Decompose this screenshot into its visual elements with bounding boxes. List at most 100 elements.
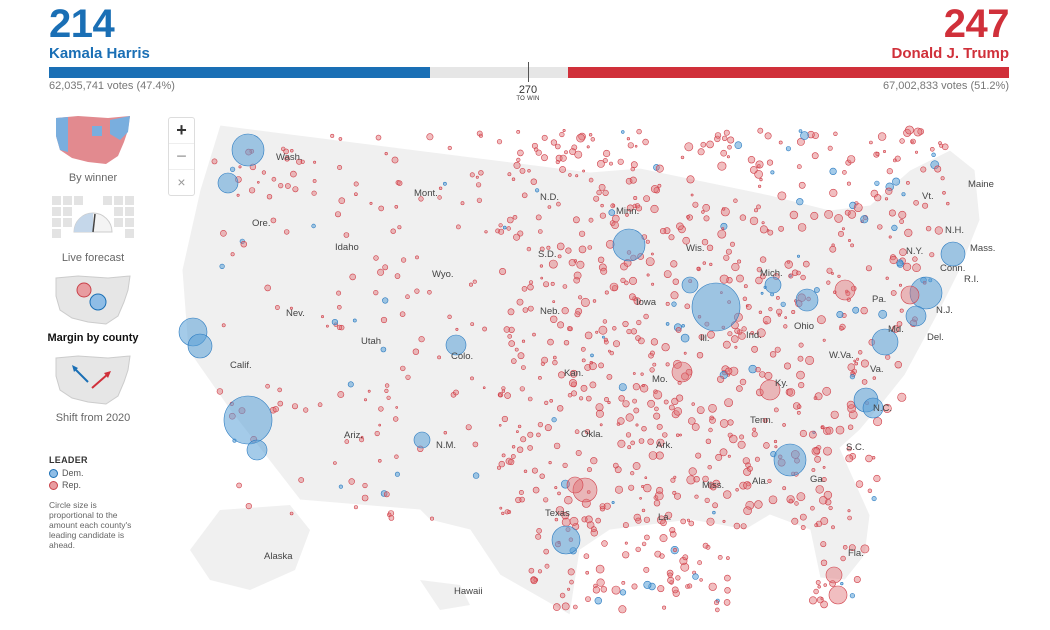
county-circle-rep[interactable] (789, 210, 799, 220)
county-circle-dem[interactable] (849, 374, 856, 380)
county-circle-rep[interactable] (649, 350, 655, 356)
county-circle-rep[interactable] (694, 494, 699, 499)
county-circle-rep[interactable] (692, 201, 699, 208)
county-circle-rep[interactable] (763, 442, 770, 449)
county-circle-rep[interactable] (743, 506, 752, 516)
county-circle-rep[interactable] (602, 189, 609, 196)
county-circle-rep[interactable] (527, 396, 533, 402)
county-circle-rep[interactable] (752, 427, 757, 432)
county-circle-rep[interactable] (394, 205, 399, 209)
county-circle-dem[interactable] (246, 439, 268, 461)
county-circle-rep[interactable] (680, 562, 690, 572)
county-circle-rep[interactable] (639, 496, 642, 500)
county-circle-rep[interactable] (512, 215, 518, 220)
county-circle-rep[interactable] (776, 308, 783, 315)
county-circle-rep[interactable] (569, 369, 578, 378)
county-circle-rep[interactable] (554, 517, 559, 522)
county-circle-rep[interactable] (766, 159, 774, 166)
county-circle-rep[interactable] (469, 172, 475, 178)
county-circle-dem[interactable] (680, 333, 690, 343)
county-circle-rep[interactable] (835, 425, 845, 435)
county-circle-rep[interactable] (277, 387, 282, 393)
county-circle-rep[interactable] (798, 342, 804, 348)
county-circle-rep[interactable] (625, 177, 633, 185)
county-circle-dem[interactable] (394, 471, 400, 477)
county-circle-rep[interactable] (603, 396, 609, 402)
county-circle-dem[interactable] (502, 225, 507, 230)
county-circle-rep[interactable] (285, 183, 291, 189)
county-circle-rep[interactable] (906, 181, 910, 185)
county-circle-rep[interactable] (888, 209, 896, 217)
county-circle-rep[interactable] (612, 326, 617, 331)
county-circle-rep[interactable] (738, 332, 746, 340)
county-circle-rep[interactable] (633, 297, 641, 305)
county-circle-dem[interactable] (800, 131, 809, 140)
county-circle-rep[interactable] (271, 176, 277, 182)
county-circle-dem[interactable] (712, 510, 716, 515)
county-circle-rep[interactable] (847, 239, 851, 243)
county-circle-rep[interactable] (796, 370, 805, 380)
county-circle-rep[interactable] (910, 138, 916, 145)
county-circle-rep[interactable] (743, 467, 752, 476)
county-circle-rep[interactable] (877, 224, 883, 230)
county-circle-rep[interactable] (869, 140, 873, 145)
county-circle-rep[interactable] (825, 426, 834, 435)
county-circle-rep[interactable] (684, 303, 691, 310)
county-circle-rep[interactable] (633, 407, 640, 414)
county-circle-rep[interactable] (912, 256, 918, 262)
county-circle-rep[interactable] (515, 430, 519, 434)
county-circle-rep[interactable] (395, 406, 398, 409)
county-circle-rep[interactable] (527, 445, 533, 451)
county-circle-rep[interactable] (815, 580, 821, 585)
county-circle-rep[interactable] (823, 583, 827, 587)
county-circle-rep[interactable] (857, 350, 863, 355)
county-circle-rep[interactable] (929, 252, 935, 258)
county-circle-rep[interactable] (298, 477, 305, 483)
county-circle-dem[interactable] (311, 223, 316, 229)
county-circle-rep[interactable] (593, 195, 600, 202)
county-circle-rep[interactable] (354, 192, 358, 196)
county-circle-rep[interactable] (380, 316, 388, 324)
county-circle-rep[interactable] (337, 164, 343, 170)
county-circle-rep[interactable] (688, 520, 695, 527)
county-circle-rep[interactable] (855, 480, 864, 488)
county-circle-rep[interactable] (842, 544, 848, 550)
county-circle-rep[interactable] (800, 525, 806, 530)
county-circle-rep[interactable] (817, 585, 821, 589)
county-circle-rep[interactable] (508, 326, 515, 333)
county-circle-rep[interactable] (686, 475, 696, 485)
county-circle-rep[interactable] (501, 511, 505, 516)
county-circle-dem[interactable] (643, 580, 652, 589)
county-circle-dem[interactable] (352, 318, 357, 323)
county-circle-rep[interactable] (894, 361, 902, 369)
county-circle-rep[interactable] (649, 367, 655, 373)
county-circle-dem[interactable] (551, 417, 557, 423)
county-circle-rep[interactable] (544, 424, 552, 432)
county-circle-rep[interactable] (829, 245, 837, 253)
county-circle-rep[interactable] (557, 254, 562, 259)
county-circle-rep[interactable] (540, 276, 544, 280)
county-circle-rep[interactable] (596, 578, 605, 587)
county-circle-rep[interactable] (585, 395, 592, 402)
county-circle-rep[interactable] (476, 197, 483, 203)
county-circle-rep[interactable] (670, 291, 679, 300)
county-circle-rep[interactable] (568, 173, 572, 177)
county-circle-rep[interactable] (736, 274, 744, 283)
county-circle-rep[interactable] (335, 211, 342, 218)
county-circle-rep[interactable] (507, 334, 513, 339)
county-circle-rep[interactable] (824, 499, 832, 506)
county-circle-rep[interactable] (755, 160, 764, 169)
county-circle-rep[interactable] (516, 157, 521, 163)
county-circle-rep[interactable] (827, 145, 833, 151)
county-circle-rep[interactable] (888, 235, 892, 239)
county-circle-rep[interactable] (884, 197, 889, 201)
county-circle-rep[interactable] (266, 193, 273, 200)
county-circle-rep[interactable] (290, 170, 297, 178)
county-circle-rep[interactable] (820, 541, 827, 548)
county-circle-rep[interactable] (660, 519, 667, 527)
county-circle-rep[interactable] (796, 492, 806, 502)
county-circle-rep[interactable] (657, 183, 662, 188)
county-circle-rep[interactable] (713, 600, 719, 606)
county-circle-rep[interactable] (569, 579, 574, 585)
county-circle-dem[interactable] (691, 282, 741, 332)
